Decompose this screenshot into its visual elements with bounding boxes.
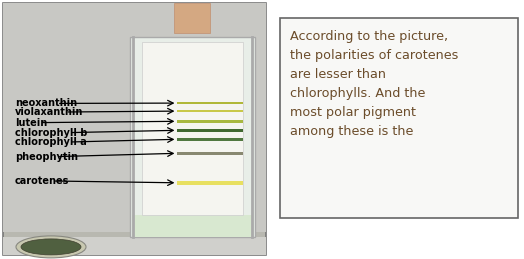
Bar	[142, 42, 243, 215]
Bar	[174, 3, 210, 33]
Text: chlorophyll a: chlorophyll a	[15, 137, 86, 147]
Text: pheophytin: pheophytin	[15, 152, 78, 162]
Bar	[177, 102, 243, 104]
Bar	[3, 3, 266, 232]
Bar	[177, 129, 243, 132]
Bar	[177, 181, 243, 185]
Bar	[177, 152, 243, 155]
Text: According to the picture,
the polarities of carotenes
are lesser than
chlorophyl: According to the picture, the polarities…	[290, 30, 458, 138]
Bar	[3, 3, 266, 255]
Bar	[130, 37, 255, 237]
Text: neoxanthin: neoxanthin	[15, 98, 77, 109]
Bar	[280, 18, 518, 218]
Bar	[132, 215, 253, 237]
Text: violaxanthin: violaxanthin	[15, 107, 83, 117]
Text: lutein: lutein	[15, 118, 47, 128]
Bar	[3, 237, 266, 255]
Bar	[177, 120, 243, 123]
Text: chlorophyll b: chlorophyll b	[15, 128, 87, 138]
Bar	[177, 138, 243, 141]
Bar	[177, 110, 243, 112]
Text: carotenes: carotenes	[15, 176, 69, 186]
Ellipse shape	[21, 239, 81, 255]
Ellipse shape	[16, 236, 86, 258]
